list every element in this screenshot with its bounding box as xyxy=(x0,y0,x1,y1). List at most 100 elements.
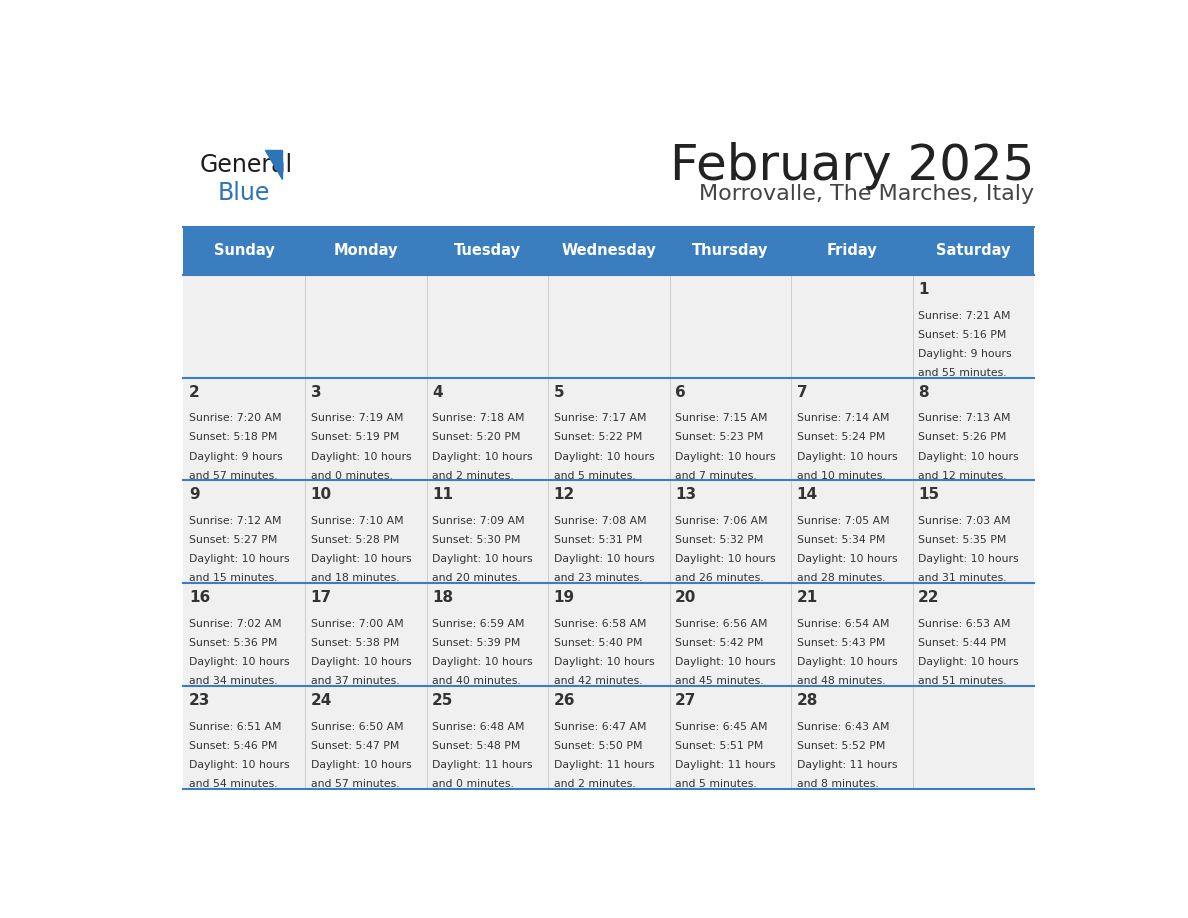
Text: 4: 4 xyxy=(432,385,443,399)
Text: Sunrise: 7:19 AM: Sunrise: 7:19 AM xyxy=(310,413,403,423)
Text: 1: 1 xyxy=(918,282,929,297)
Text: 7: 7 xyxy=(797,385,808,399)
Bar xyxy=(183,377,1035,480)
Text: Daylight: 10 hours: Daylight: 10 hours xyxy=(432,452,532,462)
Text: Sunset: 5:23 PM: Sunset: 5:23 PM xyxy=(675,432,764,442)
Text: and 10 minutes.: and 10 minutes. xyxy=(797,471,885,480)
Text: and 7 minutes.: and 7 minutes. xyxy=(675,471,757,480)
Text: Sunrise: 7:09 AM: Sunrise: 7:09 AM xyxy=(432,516,525,526)
Text: 2: 2 xyxy=(189,385,200,399)
Text: and 42 minutes.: and 42 minutes. xyxy=(554,676,643,686)
Text: and 8 minutes.: and 8 minutes. xyxy=(797,778,878,789)
Text: Daylight: 11 hours: Daylight: 11 hours xyxy=(432,760,532,770)
Text: 28: 28 xyxy=(797,693,819,708)
Text: 17: 17 xyxy=(310,590,331,605)
Text: Tuesday: Tuesday xyxy=(454,243,520,258)
Text: Daylight: 10 hours: Daylight: 10 hours xyxy=(310,452,411,462)
Text: Morrovalle, The Marches, Italy: Morrovalle, The Marches, Italy xyxy=(699,185,1035,205)
Text: Daylight: 10 hours: Daylight: 10 hours xyxy=(189,760,290,770)
Text: Sunrise: 7:17 AM: Sunrise: 7:17 AM xyxy=(554,413,646,423)
Text: 18: 18 xyxy=(432,590,453,605)
Text: and 40 minutes.: and 40 minutes. xyxy=(432,676,520,686)
Text: 24: 24 xyxy=(310,693,331,708)
Text: Daylight: 10 hours: Daylight: 10 hours xyxy=(675,452,776,462)
Text: Sunset: 5:38 PM: Sunset: 5:38 PM xyxy=(310,638,399,648)
Text: 8: 8 xyxy=(918,385,929,399)
Text: Daylight: 10 hours: Daylight: 10 hours xyxy=(310,657,411,667)
Text: 3: 3 xyxy=(310,385,321,399)
Text: Thursday: Thursday xyxy=(693,243,769,258)
Text: and 23 minutes.: and 23 minutes. xyxy=(554,574,643,583)
Text: 5: 5 xyxy=(554,385,564,399)
Text: Sunset: 5:16 PM: Sunset: 5:16 PM xyxy=(918,330,1006,340)
Text: and 5 minutes.: and 5 minutes. xyxy=(554,471,636,480)
Text: 12: 12 xyxy=(554,487,575,502)
Text: Sunday: Sunday xyxy=(214,243,274,258)
Text: Sunrise: 7:00 AM: Sunrise: 7:00 AM xyxy=(310,619,403,629)
Text: Daylight: 10 hours: Daylight: 10 hours xyxy=(675,657,776,667)
Text: Sunrise: 6:45 AM: Sunrise: 6:45 AM xyxy=(675,722,767,732)
Bar xyxy=(183,227,1035,274)
Text: and 57 minutes.: and 57 minutes. xyxy=(310,778,399,789)
Text: and 12 minutes.: and 12 minutes. xyxy=(918,471,1007,480)
Text: Sunrise: 7:15 AM: Sunrise: 7:15 AM xyxy=(675,413,767,423)
Text: Sunset: 5:28 PM: Sunset: 5:28 PM xyxy=(310,535,399,545)
Text: 10: 10 xyxy=(310,487,331,502)
Text: Daylight: 10 hours: Daylight: 10 hours xyxy=(918,657,1019,667)
Text: and 5 minutes.: and 5 minutes. xyxy=(675,778,757,789)
Text: Sunset: 5:30 PM: Sunset: 5:30 PM xyxy=(432,535,520,545)
Text: Sunset: 5:19 PM: Sunset: 5:19 PM xyxy=(310,432,399,442)
Text: Sunrise: 7:06 AM: Sunrise: 7:06 AM xyxy=(675,516,767,526)
Text: Sunrise: 6:56 AM: Sunrise: 6:56 AM xyxy=(675,619,767,629)
Text: 11: 11 xyxy=(432,487,453,502)
Text: Sunrise: 7:20 AM: Sunrise: 7:20 AM xyxy=(189,413,282,423)
Text: Sunrise: 7:08 AM: Sunrise: 7:08 AM xyxy=(554,516,646,526)
Text: and 45 minutes.: and 45 minutes. xyxy=(675,676,764,686)
Text: Sunset: 5:34 PM: Sunset: 5:34 PM xyxy=(797,535,885,545)
Text: and 37 minutes.: and 37 minutes. xyxy=(310,676,399,686)
Text: Sunrise: 6:50 AM: Sunrise: 6:50 AM xyxy=(310,722,403,732)
Text: Daylight: 10 hours: Daylight: 10 hours xyxy=(554,452,655,462)
Text: Daylight: 10 hours: Daylight: 10 hours xyxy=(797,554,897,565)
Text: Daylight: 10 hours: Daylight: 10 hours xyxy=(432,554,532,565)
Text: Sunrise: 6:43 AM: Sunrise: 6:43 AM xyxy=(797,722,889,732)
Text: 15: 15 xyxy=(918,487,940,502)
Text: and 20 minutes.: and 20 minutes. xyxy=(432,574,520,583)
Text: Sunrise: 7:14 AM: Sunrise: 7:14 AM xyxy=(797,413,889,423)
Text: Sunset: 5:46 PM: Sunset: 5:46 PM xyxy=(189,741,277,751)
Text: Daylight: 10 hours: Daylight: 10 hours xyxy=(432,657,532,667)
Text: 19: 19 xyxy=(554,590,575,605)
Bar xyxy=(183,686,1035,789)
Text: Daylight: 11 hours: Daylight: 11 hours xyxy=(554,760,655,770)
Text: Daylight: 10 hours: Daylight: 10 hours xyxy=(675,554,776,565)
Text: Sunrise: 7:10 AM: Sunrise: 7:10 AM xyxy=(310,516,403,526)
Text: Daylight: 10 hours: Daylight: 10 hours xyxy=(189,554,290,565)
Text: 20: 20 xyxy=(675,590,696,605)
Text: 22: 22 xyxy=(918,590,940,605)
Text: Friday: Friday xyxy=(827,243,877,258)
Text: 13: 13 xyxy=(675,487,696,502)
Text: 25: 25 xyxy=(432,693,454,708)
Text: Sunset: 5:20 PM: Sunset: 5:20 PM xyxy=(432,432,520,442)
Text: Sunrise: 7:02 AM: Sunrise: 7:02 AM xyxy=(189,619,282,629)
Text: and 51 minutes.: and 51 minutes. xyxy=(918,676,1007,686)
Text: Sunrise: 6:47 AM: Sunrise: 6:47 AM xyxy=(554,722,646,732)
Text: Daylight: 10 hours: Daylight: 10 hours xyxy=(189,657,290,667)
Text: Sunset: 5:52 PM: Sunset: 5:52 PM xyxy=(797,741,885,751)
Text: Sunrise: 7:03 AM: Sunrise: 7:03 AM xyxy=(918,516,1011,526)
Text: and 0 minutes.: and 0 minutes. xyxy=(432,778,514,789)
Text: General: General xyxy=(200,152,292,176)
Text: Sunset: 5:47 PM: Sunset: 5:47 PM xyxy=(310,741,399,751)
Text: 16: 16 xyxy=(189,590,210,605)
Text: 26: 26 xyxy=(554,693,575,708)
Text: Sunset: 5:40 PM: Sunset: 5:40 PM xyxy=(554,638,642,648)
Text: and 26 minutes.: and 26 minutes. xyxy=(675,574,764,583)
Text: Sunset: 5:24 PM: Sunset: 5:24 PM xyxy=(797,432,885,442)
Text: Wednesday: Wednesday xyxy=(562,243,656,258)
Text: Sunset: 5:36 PM: Sunset: 5:36 PM xyxy=(189,638,277,648)
Text: and 2 minutes.: and 2 minutes. xyxy=(432,471,514,480)
Text: and 54 minutes.: and 54 minutes. xyxy=(189,778,278,789)
Text: Sunrise: 6:59 AM: Sunrise: 6:59 AM xyxy=(432,619,525,629)
Text: Sunset: 5:51 PM: Sunset: 5:51 PM xyxy=(675,741,764,751)
Bar xyxy=(183,583,1035,686)
